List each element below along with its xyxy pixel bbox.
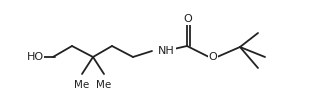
Text: O: O	[183, 14, 192, 24]
Text: Me: Me	[74, 80, 90, 90]
Text: HO: HO	[26, 52, 44, 62]
Text: NH: NH	[158, 46, 175, 56]
Text: Me: Me	[96, 80, 112, 90]
Text: O: O	[209, 52, 217, 62]
